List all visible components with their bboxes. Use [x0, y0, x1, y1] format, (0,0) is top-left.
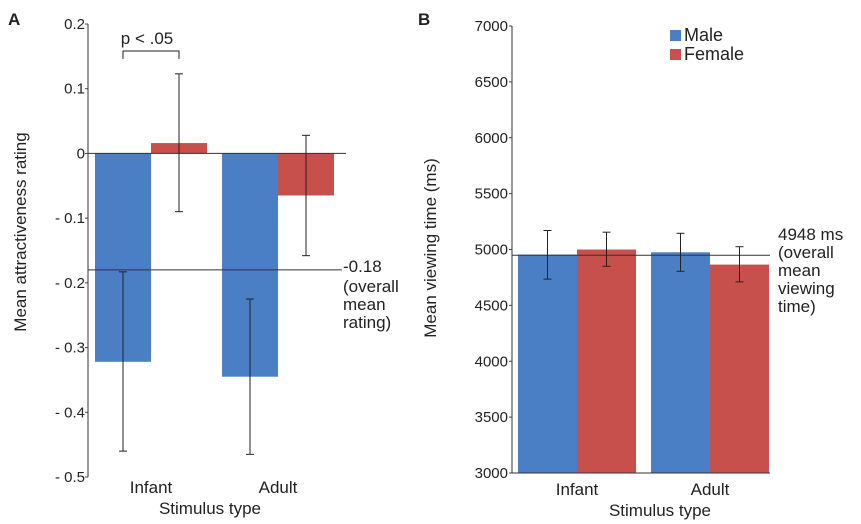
error-bar-male-infant: [543, 230, 552, 280]
y-tick-label: - 0.3: [55, 340, 85, 357]
y-tick-label: 0.2: [64, 16, 85, 33]
category-label: Adult: [259, 478, 298, 497]
y-tick-label: 3500: [475, 409, 508, 426]
significance-bracket: [122, 50, 180, 59]
bar-male-infant: [518, 254, 577, 473]
bar-male-adult: [651, 252, 710, 473]
legend-swatch-male: [670, 30, 681, 41]
significance-label: p < .05: [121, 29, 173, 48]
error-bar-female-adult: [735, 246, 744, 283]
panel-label: A: [8, 10, 20, 29]
y-axis-label: Mean attractiveness rating: [11, 132, 30, 331]
bar-female-adult: [710, 264, 769, 473]
y-tick-label: 5500: [475, 186, 508, 203]
error-bar-male-adult: [676, 232, 685, 272]
error-bar-male-infant: [119, 271, 127, 452]
x-axis-label: Stimulus type: [609, 501, 711, 520]
reference-label: rating): [343, 313, 391, 332]
reference-label: (overall: [778, 243, 834, 262]
legend-label: Male: [684, 25, 723, 45]
y-tick-label: 3000: [475, 465, 508, 482]
y-tick-label: 6000: [475, 130, 508, 147]
panel-label: B: [418, 10, 430, 29]
category-label: Infant: [130, 478, 173, 497]
reference-label: mean: [343, 295, 386, 314]
y-tick-label: 5000: [475, 242, 508, 259]
error-bar-female-adult: [302, 134, 310, 257]
y-tick-label: - 0.2: [55, 275, 85, 292]
error-bar-female-infant: [602, 231, 611, 267]
x-axis-label: Stimulus type: [159, 499, 261, 518]
error-bar-female-infant: [175, 73, 183, 213]
legend-label: Female: [684, 44, 744, 64]
y-axis-label: Mean viewing time (ms): [421, 158, 440, 338]
category-label: Adult: [691, 480, 730, 499]
legend-swatch-female: [670, 49, 681, 60]
bar-female-infant: [577, 249, 636, 473]
category-label: Infant: [556, 480, 599, 499]
y-tick-label: 6500: [475, 74, 508, 91]
error-bar-male-adult: [246, 298, 254, 455]
y-tick-label: 4000: [475, 353, 508, 370]
reference-label: mean: [778, 261, 821, 280]
y-tick-label: 0: [77, 145, 85, 162]
y-tick-label: 0.1: [64, 81, 85, 98]
reference-label: time): [778, 297, 816, 316]
reference-label: (overall: [343, 277, 399, 296]
y-tick-label: - 0.1: [55, 210, 85, 227]
y-tick-label: - 0.5: [55, 469, 85, 486]
y-tick-label: 7000: [475, 18, 508, 35]
reference-label: -0.18: [343, 257, 382, 276]
y-tick-label: 4500: [475, 297, 508, 314]
y-tick-label: - 0.4: [55, 404, 85, 421]
reference-label: viewing: [778, 279, 835, 298]
reference-label: 4948 ms: [778, 225, 843, 244]
